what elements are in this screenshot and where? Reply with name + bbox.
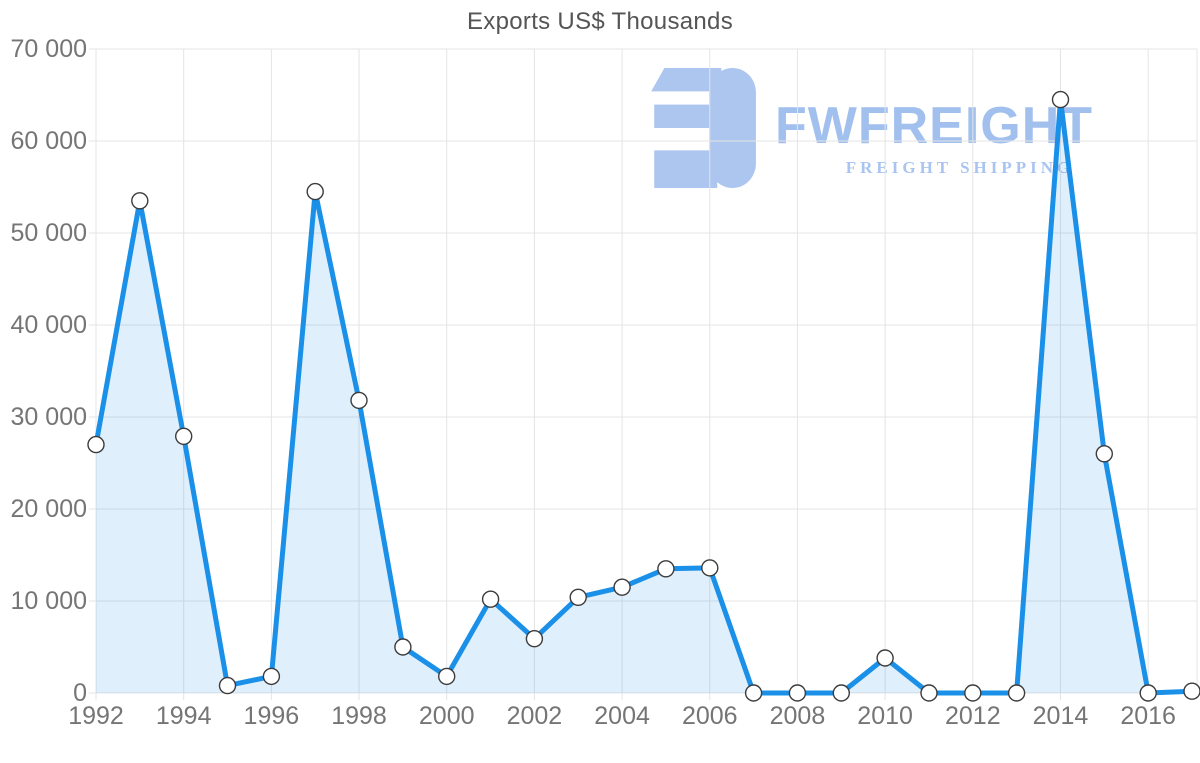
series-area-fill [96,99,1192,694]
y-axis-tick-label: 30 000 [11,403,87,431]
data-point-1999[interactable] [394,638,412,656]
x-axis-tick-label: 1996 [244,702,300,730]
data-point-2015[interactable] [1095,445,1114,463]
x-axis-tick-label: 1994 [156,702,212,730]
y-axis-tick-label: 50 000 [11,219,87,247]
x-axis-tick-label: 1998 [331,702,387,730]
x-axis-tick-label: 2008 [770,702,826,730]
data-point-1994[interactable] [174,427,193,445]
y-axis-tick-label: 40 000 [11,311,87,339]
data-point-2002[interactable] [525,630,544,648]
data-point-1993[interactable] [131,192,149,210]
data-point-2005[interactable] [657,560,675,578]
data-point-1992[interactable] [87,435,105,454]
data-point-2008[interactable] [788,684,807,702]
x-axis-tick-label: 2014 [1033,702,1089,730]
data-point-2001[interactable] [481,590,500,608]
y-axis-tick-label: 60 000 [11,127,87,155]
x-axis-tick-label: 2000 [419,702,475,730]
data-point-2007[interactable] [744,684,763,702]
data-point-2000[interactable] [438,667,456,686]
data-point-1995[interactable] [218,676,237,695]
data-point-1996[interactable] [262,667,281,686]
x-axis-tick-label: 1992 [68,702,124,730]
x-axis-tick-label: 2016 [1120,702,1176,730]
data-point-2012[interactable] [964,684,982,702]
data-point-2013[interactable] [1007,684,1026,702]
data-point-1998[interactable] [350,391,368,410]
data-point-2010[interactable] [876,649,894,667]
data-point-2006[interactable] [701,559,719,577]
y-axis-tick-label: 0 [73,679,87,707]
data-point-1997[interactable] [306,182,324,201]
x-axis-tick-label: 2006 [682,702,738,730]
y-axis-tick-label: 10 000 [11,587,87,615]
y-axis-tick-label: 70 000 [11,35,87,63]
data-point-2016[interactable] [1139,684,1157,702]
data-point-2017[interactable] [1183,682,1200,700]
chart-title: Exports US$ Thousands [467,8,733,35]
x-axis-tick-label: 2004 [594,702,650,730]
x-axis-tick-label: 2012 [945,702,1001,730]
data-point-2003[interactable] [569,588,587,606]
x-axis-tick-label: 2010 [857,702,913,730]
data-point-2004[interactable] [613,578,631,596]
x-axis-tick-label: 2002 [507,702,563,730]
y-axis-tick-label: 20 000 [11,495,87,523]
data-point-2011[interactable] [920,684,938,702]
data-point-2009[interactable] [832,684,850,702]
data-point-2014[interactable] [1051,90,1070,109]
